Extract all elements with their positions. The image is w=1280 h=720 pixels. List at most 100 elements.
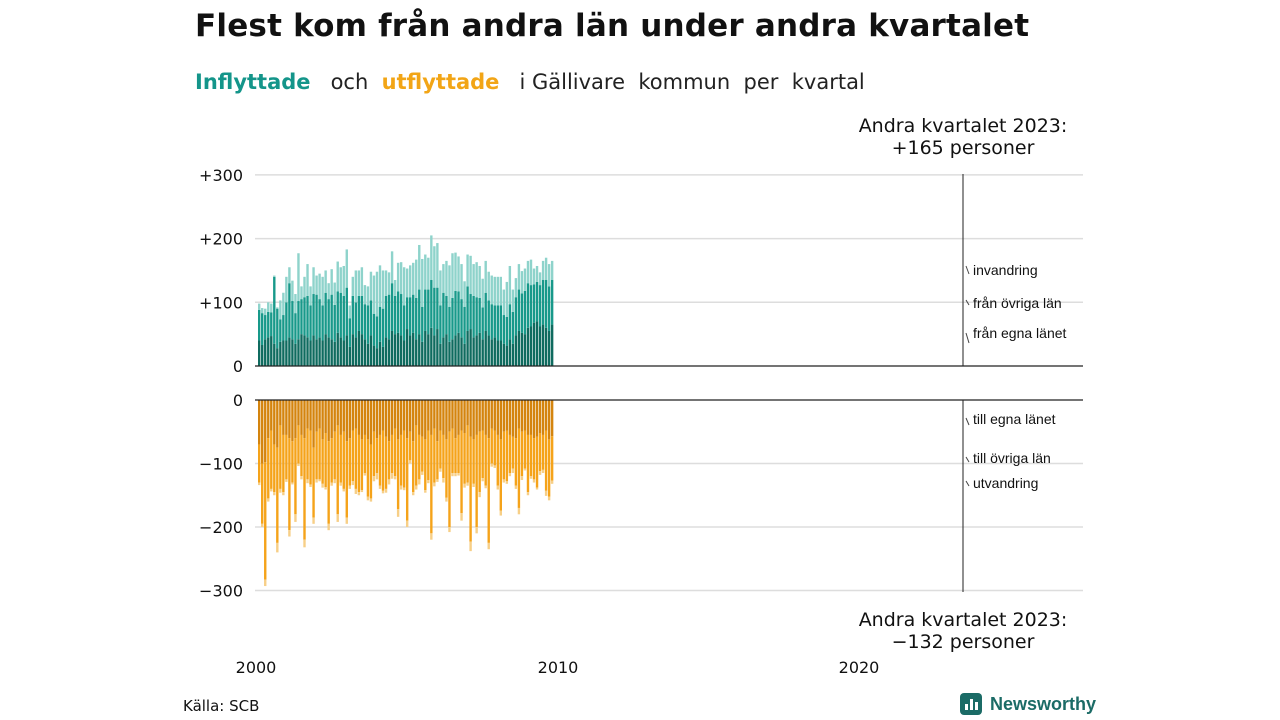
bar-out-out_own_county bbox=[402, 400, 406, 431]
bar-in-in_immigration bbox=[345, 249, 348, 288]
bar-in-in_own_county bbox=[375, 348, 379, 366]
bar-in-in_own_county bbox=[288, 337, 291, 366]
bar-out-out_own_county bbox=[339, 400, 342, 435]
bar-in-in_immigration bbox=[318, 273, 321, 300]
bar-out-out_other_counties bbox=[270, 430, 273, 489]
bar-in-in_immigration bbox=[439, 270, 442, 306]
bar-in-in_other_counties bbox=[399, 294, 403, 336]
bar-out-out_other_counties bbox=[538, 433, 542, 472]
bar-in-in_immigration bbox=[390, 251, 394, 284]
bar-in-in_other_counties bbox=[547, 286, 551, 331]
bar-out-out_own_county bbox=[430, 400, 433, 435]
bar-out-out_other_counties bbox=[535, 436, 539, 488]
bar-in-in_own_county bbox=[472, 337, 475, 366]
bar-out-out_emigration bbox=[354, 488, 358, 494]
bar-out-out_own_county bbox=[415, 400, 418, 426]
bar-in-in_own_county bbox=[333, 341, 336, 366]
bar-in-in_immigration bbox=[502, 289, 506, 316]
bar-in-in_immigration bbox=[499, 276, 502, 306]
bar-out-out_emigration bbox=[409, 460, 412, 464]
bar-in-in_own_county bbox=[481, 339, 484, 366]
bar-out-out_own_county bbox=[484, 400, 487, 435]
annotation-leader bbox=[965, 417, 970, 426]
bar-in-in_other_counties bbox=[520, 293, 524, 333]
bar-out-out_own_county bbox=[439, 400, 442, 431]
bar-out-out_other_counties bbox=[339, 434, 342, 483]
bar-out-out_emigration bbox=[502, 479, 506, 483]
bar-in-in_own_county bbox=[363, 339, 367, 366]
bar-out-out_other_counties bbox=[324, 433, 327, 487]
bar-in-in_immigration bbox=[484, 260, 487, 293]
bar-out-out_emigration bbox=[517, 507, 521, 515]
bar-out-out_other_counties bbox=[496, 434, 499, 486]
bar-in-in_other_counties bbox=[303, 297, 306, 336]
bar-out-out_own_county bbox=[445, 400, 448, 440]
bar-in-in_other_counties bbox=[348, 318, 351, 347]
bar-out-out_own_county bbox=[342, 400, 345, 432]
bar-in-in_immigration bbox=[261, 308, 264, 314]
bar-out-out_emigration bbox=[529, 476, 533, 479]
bar-out-out_other_counties bbox=[345, 441, 348, 518]
bar-out-out_other_counties bbox=[282, 434, 285, 493]
bar-out-out_other_counties bbox=[366, 439, 370, 497]
bar-in-in_immigration bbox=[424, 254, 427, 290]
bar-in-in_own_county bbox=[511, 343, 515, 366]
bar-in-in_own_county bbox=[445, 334, 448, 366]
bar-in-in_other_counties bbox=[276, 308, 279, 349]
bar-in-in_own_county bbox=[258, 340, 261, 366]
bar-out-out_emigration bbox=[499, 510, 502, 516]
bar-in-in_own_county bbox=[312, 335, 315, 366]
bar-in-in_own_county bbox=[405, 329, 409, 366]
bar-in-in_other_counties bbox=[378, 306, 382, 342]
bar-in-in_own_county bbox=[321, 340, 324, 366]
bar-in-in_other_counties bbox=[387, 294, 391, 340]
bar-in-in_immigration bbox=[526, 260, 530, 284]
bar-out-out_other_counties bbox=[424, 439, 427, 491]
bar-out-out_own_county bbox=[393, 400, 397, 429]
bar-out-out_own_county bbox=[405, 400, 409, 439]
bar-out-out_own_county bbox=[306, 400, 309, 429]
bar-out-out_other_counties bbox=[402, 430, 406, 488]
bar-out-out_other_counties bbox=[390, 434, 394, 474]
bar-out-out_emigration bbox=[484, 485, 487, 489]
bar-in-in_own_county bbox=[390, 330, 394, 366]
bar-in-in_own_county bbox=[351, 334, 355, 366]
bar-in-in_own_county bbox=[336, 332, 339, 366]
bar-out-out_emigration bbox=[523, 468, 527, 471]
annotation-fran-ovriga-lan: från övriga län bbox=[973, 295, 1062, 311]
bar-out-out_emigration bbox=[463, 483, 466, 488]
bar-out-out_emigration bbox=[430, 533, 433, 540]
bar-out-out_emigration bbox=[433, 482, 436, 487]
bar-out-out_emigration bbox=[541, 469, 545, 474]
bar-in-in_immigration bbox=[448, 265, 451, 307]
bar-in-in_other_counties bbox=[481, 307, 484, 340]
bar-in-in_own_county bbox=[421, 341, 424, 366]
bar-out-out_emigration bbox=[375, 473, 379, 480]
bar-in-in_own_county bbox=[490, 339, 493, 366]
bar-in-in_other_counties bbox=[279, 319, 282, 342]
bar-out-out_other_counties bbox=[412, 441, 415, 493]
bar-out-out_emigration bbox=[472, 483, 475, 487]
bar-in-in_immigration bbox=[357, 270, 361, 296]
bar-out-out_emigration bbox=[327, 523, 330, 531]
bar-out-out_own_county bbox=[264, 400, 267, 463]
bar-in-in_immigration bbox=[348, 305, 351, 319]
bar-out-out_own_county bbox=[454, 400, 457, 439]
bar-in-in_immigration bbox=[273, 275, 276, 277]
bar-in-in_immigration bbox=[405, 268, 409, 298]
bar-in-in_other_counties bbox=[333, 304, 336, 342]
bar-out-out_emigration bbox=[402, 487, 406, 491]
bar-out-out_emigration bbox=[393, 476, 397, 480]
bar-out-out_emigration bbox=[384, 488, 388, 493]
bar-out-out_other_counties bbox=[342, 431, 345, 489]
bar-in-in_immigration bbox=[445, 260, 448, 296]
bar-out-out_other_counties bbox=[351, 430, 355, 482]
bar-out-out_emigration bbox=[303, 539, 306, 548]
bar-out-out_other_counties bbox=[454, 438, 457, 474]
bar-in-in_other_counties bbox=[448, 306, 451, 342]
bar-out-out_own_county bbox=[381, 400, 385, 431]
bar-in-in_other_counties bbox=[490, 304, 493, 340]
bar-in-in_other_counties bbox=[363, 304, 367, 340]
bar-in-in_own_county bbox=[360, 334, 364, 366]
bar-in-in_own_county bbox=[517, 330, 521, 366]
